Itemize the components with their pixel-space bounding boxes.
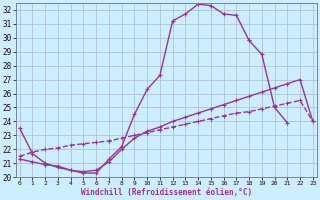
X-axis label: Windchill (Refroidissement éolien,°C): Windchill (Refroidissement éolien,°C): [81, 188, 252, 197]
